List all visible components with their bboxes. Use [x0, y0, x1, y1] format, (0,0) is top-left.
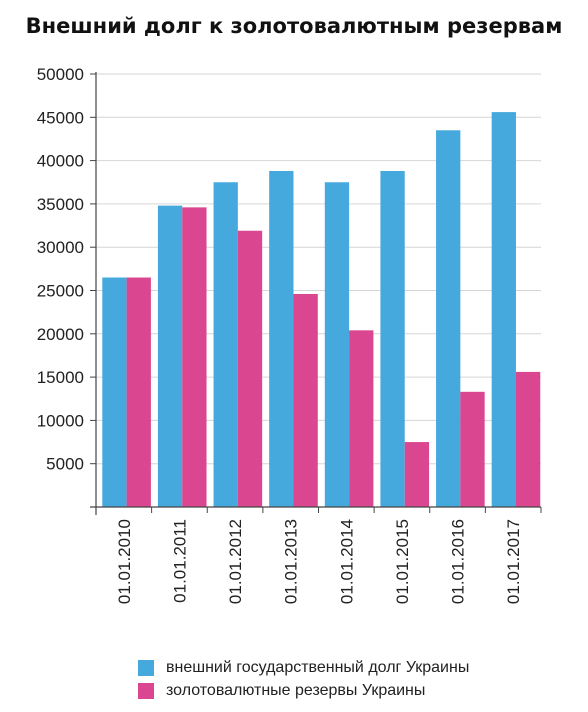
x-tick-label: 01.01.2015 [393, 519, 412, 604]
bar-reserves [404, 442, 430, 507]
legend-label-reserves: золотовалютные резервы Украины [166, 681, 426, 699]
legend-item-debt: внешний государственный долг Украины [138, 656, 469, 679]
bar-debt [102, 277, 127, 507]
x-tick-label: 01.01.2017 [504, 519, 523, 604]
axes [90, 72, 541, 515]
legend-label-debt: внешний государственный долг Украины [166, 658, 470, 676]
legend: внешний государственный долг Украины зол… [138, 656, 469, 702]
bar-debt [213, 182, 238, 507]
x-tick-label: 01.01.2016 [449, 519, 468, 604]
x-tick-label: 01.01.2012 [226, 519, 245, 604]
y-tick-label: 25000 [37, 282, 84, 301]
y-tick-label: 40000 [37, 152, 84, 171]
x-axis-ticks: 01.01.2010 01.01.2011 01.01.2012 01.01.2013… [95, 507, 542, 604]
bars [102, 112, 541, 508]
bar-reserves [515, 371, 541, 507]
bar-reserves [237, 230, 263, 507]
bar-debt [324, 182, 350, 507]
y-axis-ticks: 5000 10000 15000 20000 25000 30000 35000 40000 4… [37, 65, 96, 474]
y-tick-label: 30000 [37, 238, 84, 257]
bar-debt [436, 130, 461, 508]
y-tick-label: 10000 [37, 411, 84, 430]
y-tick-label: 45000 [37, 108, 84, 127]
legend-swatch-reserves [138, 682, 154, 699]
x-tick-label: 01.01.2013 [282, 519, 301, 604]
x-tick-label: 01.01.2011 [170, 519, 189, 603]
bar-reserves [182, 207, 207, 507]
legend-item-reserves: золотовалютные резервы Украины [138, 679, 469, 702]
bar-debt [380, 170, 405, 507]
y-tick-label: 15000 [37, 368, 84, 387]
bar-debt [269, 170, 294, 507]
x-tick-label: 01.01.2010 [115, 519, 134, 604]
bar-reserves [460, 391, 485, 507]
bar-debt [157, 205, 183, 507]
y-tick-label: 35000 [37, 195, 84, 214]
bar-reserves [293, 293, 318, 507]
y-tick-label: 5000 [46, 455, 84, 474]
x-tick-label: 01.01.2014 [337, 519, 356, 604]
bar-reserves [126, 277, 151, 507]
bar-reserves [349, 330, 374, 507]
y-tick-label: 20000 [37, 325, 84, 344]
bar-debt [491, 112, 516, 507]
legend-swatch-debt [138, 659, 154, 676]
y-tick-label: 50000 [37, 65, 84, 84]
chart-title: Внешний долг к золотовалютным резервам [25, 14, 563, 38]
